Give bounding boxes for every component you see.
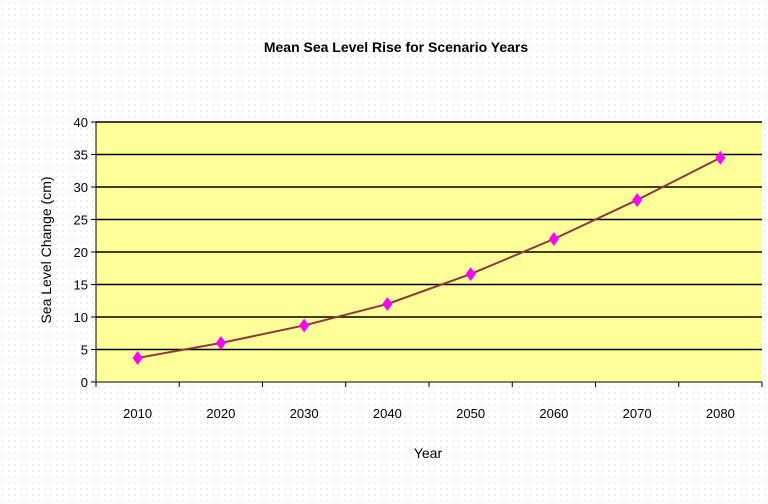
x-tick-label-2010: 2010 [123,406,152,421]
y-tick-label-5: 5 [81,343,88,358]
x-tick-label-2020: 2020 [206,406,235,421]
data-point-2030 [299,318,310,333]
y-tick-label-30: 30 [74,180,88,195]
y-tick-label-25: 25 [74,213,88,228]
data-point-2080 [715,150,726,165]
y-tick-label-0: 0 [81,375,88,390]
x-tick-label-2030: 2030 [290,406,319,421]
data-point-2020 [215,336,226,350]
y-tick-label-35: 35 [74,148,88,163]
series-group [132,150,726,365]
data-point-2040 [382,297,393,311]
y-axis-ticks: 0 5 10 15 20 25 30 35 40 [74,115,96,390]
series-line-0 [137,156,721,359]
data-point-2010 [132,350,143,365]
y-tick-label-40: 40 [74,115,88,130]
x-tick-label-2050: 2050 [456,406,485,421]
gridlines [96,121,762,351]
y-tick-label-20: 20 [74,245,88,260]
data-point-2070 [632,193,643,207]
y-tick-label-15: 15 [74,278,88,293]
x-tick-label-2040: 2040 [373,406,402,421]
data-point-2060 [548,232,559,246]
x-tick-label-2080: 2080 [706,406,735,421]
y-axis-title: Sea Level Change (cm) [38,176,54,323]
x-tick-label-2060: 2060 [539,406,568,421]
x-axis-ticks: 2010 2020 2030 2040 2050 2060 2070 2080 [95,382,763,421]
x-axis-title: Year [414,445,443,461]
chart-title: Mean Sea Level Rise for Scenario Years [264,39,529,55]
y-tick-label-10: 10 [74,310,88,325]
x-tick-label-2070: 2070 [623,406,652,421]
data-point-2050 [465,267,476,282]
